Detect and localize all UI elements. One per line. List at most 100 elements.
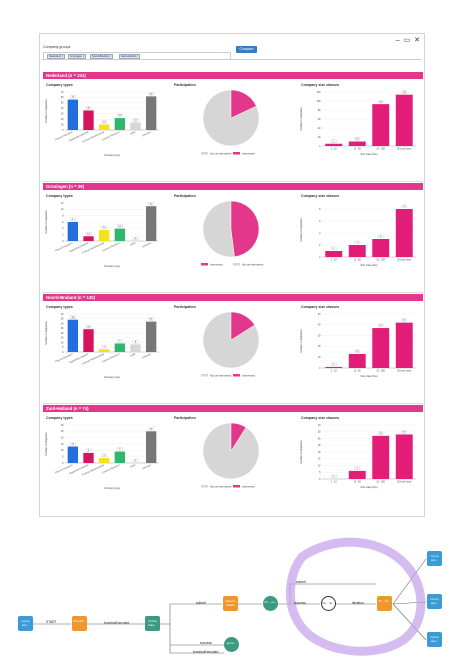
section-nederland: Nederland (n = 234) Company types Partic… bbox=[43, 72, 423, 182]
company-types-chart: Number of companies 0 10 20 30 40 50 60 70 56 Phys… bbox=[45, 91, 159, 157]
data-label: 1 bbox=[333, 248, 335, 250]
y-axis-label: Number of companies bbox=[300, 329, 303, 353]
legend-label: Not yet interviewed bbox=[210, 485, 232, 488]
x-tick-label: 51 - 250 bbox=[377, 259, 386, 261]
section-zuid-holland: Zuid-Holland (n = 74) Company types Part… bbox=[43, 405, 423, 490]
legend-swatch bbox=[233, 152, 240, 155]
y-axis-label: Number of companies bbox=[45, 99, 48, 123]
company-output-node[interactable]: Comp any... bbox=[427, 632, 442, 647]
data-label: 10 bbox=[356, 139, 359, 141]
data-label-box bbox=[148, 92, 154, 96]
pie-slice-not-interviewed bbox=[202, 200, 235, 258]
guide-node[interactable]: gui te... bbox=[224, 637, 239, 652]
bar bbox=[83, 329, 94, 352]
edge-label-submit: submit bbox=[196, 601, 206, 605]
bar bbox=[130, 122, 141, 130]
determination-node[interactable]: Determ ination bbox=[223, 596, 238, 611]
participation-title: Participation bbox=[174, 83, 196, 87]
compare-button[interactable]: Compare bbox=[236, 46, 257, 53]
data-label-box bbox=[354, 349, 361, 353]
company-node[interactable]: Comp any... bbox=[18, 616, 33, 631]
x-axis-label: Size class (Fte) bbox=[360, 264, 377, 267]
x-tick-label: OEM bbox=[130, 354, 136, 358]
legend-label: Interviewed bbox=[210, 263, 223, 266]
edge-label-start: START bbox=[46, 620, 57, 624]
data-label-box bbox=[148, 427, 154, 431]
section-noord-brabant: Noord-Brabant (n = 130) Company types Pa… bbox=[43, 294, 423, 404]
company-output-node[interactable]: Comp any... bbox=[427, 551, 442, 566]
data-label-box bbox=[70, 95, 76, 99]
check-node[interactable]: CheckR... bbox=[72, 616, 87, 631]
y-axis-label: Number of companies bbox=[45, 432, 48, 456]
x-tick-label: 51 - 250 bbox=[377, 481, 386, 483]
section-groningen: Groningen (n = 29) Company types Partici… bbox=[43, 183, 423, 293]
x-tick-label: 1 - 10 bbox=[331, 148, 338, 150]
y-tick-label: 30 bbox=[318, 334, 321, 337]
x-tick-label: Physical Nanotech bbox=[55, 241, 74, 252]
data-label: 0 bbox=[333, 476, 335, 478]
y-tick-label: 40 bbox=[318, 424, 321, 427]
data-label: 8 bbox=[88, 450, 90, 452]
bar bbox=[67, 99, 79, 130]
x-tick-label: 51 - 250 bbox=[377, 370, 386, 372]
y-tick-label: 15 bbox=[61, 337, 64, 340]
bar bbox=[145, 321, 157, 352]
section-title: Noord-Brabant (n = 130) bbox=[43, 294, 423, 301]
data-label-box bbox=[101, 120, 107, 124]
data-label-box bbox=[85, 232, 92, 236]
x-axis-label: Size class (Fte) bbox=[360, 153, 377, 156]
data-label: 13 bbox=[356, 351, 359, 353]
window-controls[interactable]: – ▭ ✕ bbox=[395, 37, 421, 44]
data-label-box bbox=[70, 442, 76, 446]
section-title: Groningen (n = 29) bbox=[43, 183, 423, 190]
group-tag-zuid-holland[interactable]: Zuid-Holland × bbox=[119, 54, 140, 59]
size-classes-title: Company size classes bbox=[301, 83, 340, 87]
group-tag-groningen[interactable]: Groningen × bbox=[68, 54, 87, 59]
y-tick-label: 70 bbox=[61, 91, 64, 94]
bar bbox=[114, 118, 126, 130]
y-tick-label: 20 bbox=[61, 436, 64, 439]
y-tick-label: 40 bbox=[61, 107, 64, 110]
divider bbox=[42, 59, 422, 60]
data-label: 37 bbox=[380, 325, 383, 327]
y-tick-label: 8 bbox=[62, 214, 64, 217]
x-tick-label: Physical Nanotech bbox=[55, 130, 74, 141]
y-tick-label: 35 bbox=[61, 318, 64, 321]
group-tag-nederland[interactable]: Nederland × bbox=[47, 54, 66, 59]
data-label: 62 bbox=[150, 93, 153, 95]
pie-slice-interviewed bbox=[230, 200, 260, 258]
divider bbox=[43, 292, 423, 293]
x-tick-label: Supporting Industrial bbox=[69, 130, 90, 142]
bar bbox=[395, 322, 413, 368]
y-tick-label: 40 bbox=[318, 324, 321, 327]
data-label: 1 bbox=[333, 364, 335, 366]
y-tick-label: 4 bbox=[62, 227, 64, 230]
bar bbox=[372, 104, 390, 146]
y-tick-label: 12 bbox=[61, 202, 64, 205]
data-label: 4 bbox=[104, 455, 106, 457]
x-axis-label: Company type bbox=[104, 154, 121, 157]
y-tick-label: 20 bbox=[318, 451, 321, 454]
y-tick-label: 0 bbox=[62, 240, 64, 243]
company-output-node[interactable]: Comp any... bbox=[427, 594, 442, 609]
filter-node[interactable]: Fl... ch... bbox=[377, 596, 392, 611]
check-event-node[interactable]: Ch... ev... bbox=[263, 596, 278, 611]
data-label: 0 bbox=[135, 238, 137, 240]
data-label-box bbox=[132, 236, 139, 240]
probability-node[interactable]: Proba bility... bbox=[145, 616, 160, 631]
x-tick-label: 11 - 50 bbox=[354, 481, 362, 483]
other-node[interactable]: Ot... no... bbox=[321, 596, 336, 611]
y-tick-label: 2 bbox=[319, 244, 321, 247]
y-tick-label: 10 bbox=[318, 464, 321, 467]
x-tick-label: 251 and more bbox=[397, 147, 412, 150]
legend-label: Interviewed bbox=[242, 152, 255, 155]
bar bbox=[395, 209, 413, 257]
bar bbox=[348, 245, 366, 257]
bar bbox=[372, 239, 390, 257]
group-tag-noord-brabant[interactable]: Noord-Brabant × bbox=[90, 54, 114, 59]
legend-swatch bbox=[201, 374, 208, 377]
bar bbox=[348, 470, 366, 479]
data-label-box bbox=[354, 466, 361, 470]
edge-label-success: success bbox=[294, 601, 306, 605]
y-tick-label: 0 bbox=[62, 351, 64, 354]
